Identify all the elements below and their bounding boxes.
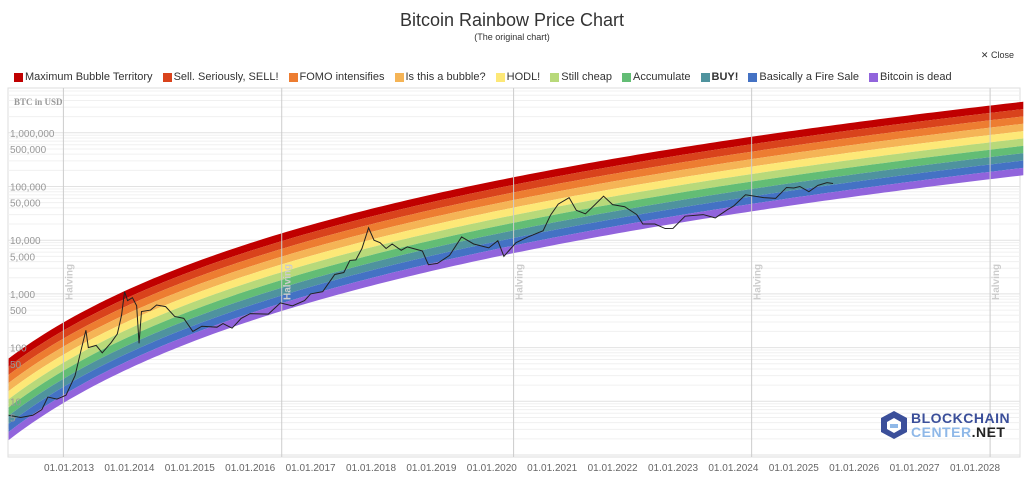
legend-label: Is this a bubble?	[405, 71, 486, 83]
x-tick-label: 01.01.2016	[225, 463, 275, 474]
x-tick-label: 01.01.2027	[890, 463, 940, 474]
logo-text-3: .NET	[971, 424, 1006, 440]
x-tick-label: 01.01.2019	[406, 463, 456, 474]
legend-item[interactable]: Basically a Fire Sale	[748, 71, 859, 83]
legend-item[interactable]: HODL!	[495, 71, 541, 83]
legend-label: HODL!	[506, 71, 541, 83]
x-tick-label: 01.01.2020	[467, 463, 517, 474]
chart-title: Bitcoin Rainbow Price Chart	[399, 10, 625, 30]
legend-swatch	[288, 72, 298, 82]
logo-cube-icon	[881, 411, 907, 439]
x-tick-label: 01.01.2014	[104, 463, 154, 474]
halving-label: Halving	[283, 264, 294, 300]
x-tick-label: 01.01.2025	[769, 463, 819, 474]
y-tick-label: 500,000	[10, 145, 47, 156]
btc-price-line	[8, 182, 834, 418]
legend-swatch	[162, 72, 172, 82]
legend-label: Still cheap	[561, 71, 613, 83]
legend-swatch	[495, 72, 505, 82]
x-tick-label: 01.01.2013	[44, 463, 94, 474]
halving-label: Halving	[753, 264, 764, 300]
halving-label: Halving	[515, 264, 526, 300]
legend-item[interactable]: Accumulate	[622, 71, 691, 83]
halving-label: Halving	[64, 264, 75, 300]
legend-item[interactable]: Still cheap	[550, 71, 612, 83]
y-tick-label: 10	[10, 397, 22, 408]
x-tick-label: 01.01.2028	[950, 463, 1000, 474]
halving-label: Halving	[991, 264, 1002, 300]
legend-item[interactable]: Is this a bubble?	[394, 71, 486, 83]
logo-text-1: BLOCKCHAIN	[911, 410, 1011, 426]
legend-item[interactable]: Maximum Bubble Territory	[14, 71, 153, 83]
y-tick-label: 50	[10, 360, 22, 371]
blockchaincenter-logo: BLOCKCHAIN CENTER.NET	[880, 410, 1010, 440]
x-tick-label: 01.01.2022	[588, 463, 638, 474]
x-tick-label: 01.01.2017	[286, 463, 336, 474]
chart-subtitle: (The original chart)	[474, 32, 550, 42]
x-tick-label: 01.01.2021	[527, 463, 577, 474]
legend-label: Maximum Bubble Territory	[25, 71, 153, 83]
legend-swatch	[394, 72, 404, 82]
legend-label: BUY!	[711, 71, 739, 83]
legend-label: Sell. Seriously, SELL!	[173, 71, 279, 83]
legend-item[interactable]: BUY!	[700, 71, 739, 83]
close-button[interactable]: ✕ Close	[981, 50, 1014, 61]
legend-label: Accumulate	[633, 71, 691, 83]
y-tick-label: 1,000	[10, 290, 35, 301]
x-tick-label: 01.01.2023	[648, 463, 698, 474]
x-icon: ✕	[980, 50, 989, 60]
x-tick-label: 01.01.2015	[165, 463, 215, 474]
legend-item[interactable]: Sell. Seriously, SELL!	[162, 71, 279, 83]
y-tick-label: 500	[10, 306, 27, 317]
legend-swatch	[14, 72, 23, 82]
y-tick-label: 50,000	[10, 199, 41, 210]
x-tick-label: 01.01.2024	[708, 463, 758, 474]
legend-item[interactable]: FOMO intensifies	[288, 71, 385, 83]
y-tick-label: 100,000	[10, 183, 47, 194]
legend-swatch	[622, 72, 632, 82]
legend-label: Bitcoin is dead	[880, 71, 952, 83]
x-tick-label: 01.01.2026	[829, 463, 879, 474]
legend-label: FOMO intensifies	[299, 71, 385, 83]
y-tick-label: 5,000	[10, 252, 35, 263]
y-tick-label: 10,000	[10, 236, 41, 247]
y-tick-label: 1,000,000	[10, 129, 55, 140]
logo-text-2: CENTER	[911, 424, 972, 440]
legend-label: Basically a Fire Sale	[759, 71, 860, 83]
x-tick-label: 01.01.2018	[346, 463, 396, 474]
legend-swatch	[869, 72, 879, 82]
legend-swatch	[700, 72, 710, 82]
legend-swatch	[550, 72, 560, 82]
legend-swatch	[748, 72, 758, 82]
y-axis-label: BTC in USD	[14, 97, 63, 107]
y-tick-label: 5	[10, 413, 16, 424]
legend-item[interactable]: Bitcoin is dead	[869, 71, 952, 83]
close-label: Close	[990, 50, 1014, 60]
legend: Maximum Bubble Territory Sell. Seriously,…	[14, 71, 952, 83]
y-tick-label: 100	[10, 344, 27, 355]
